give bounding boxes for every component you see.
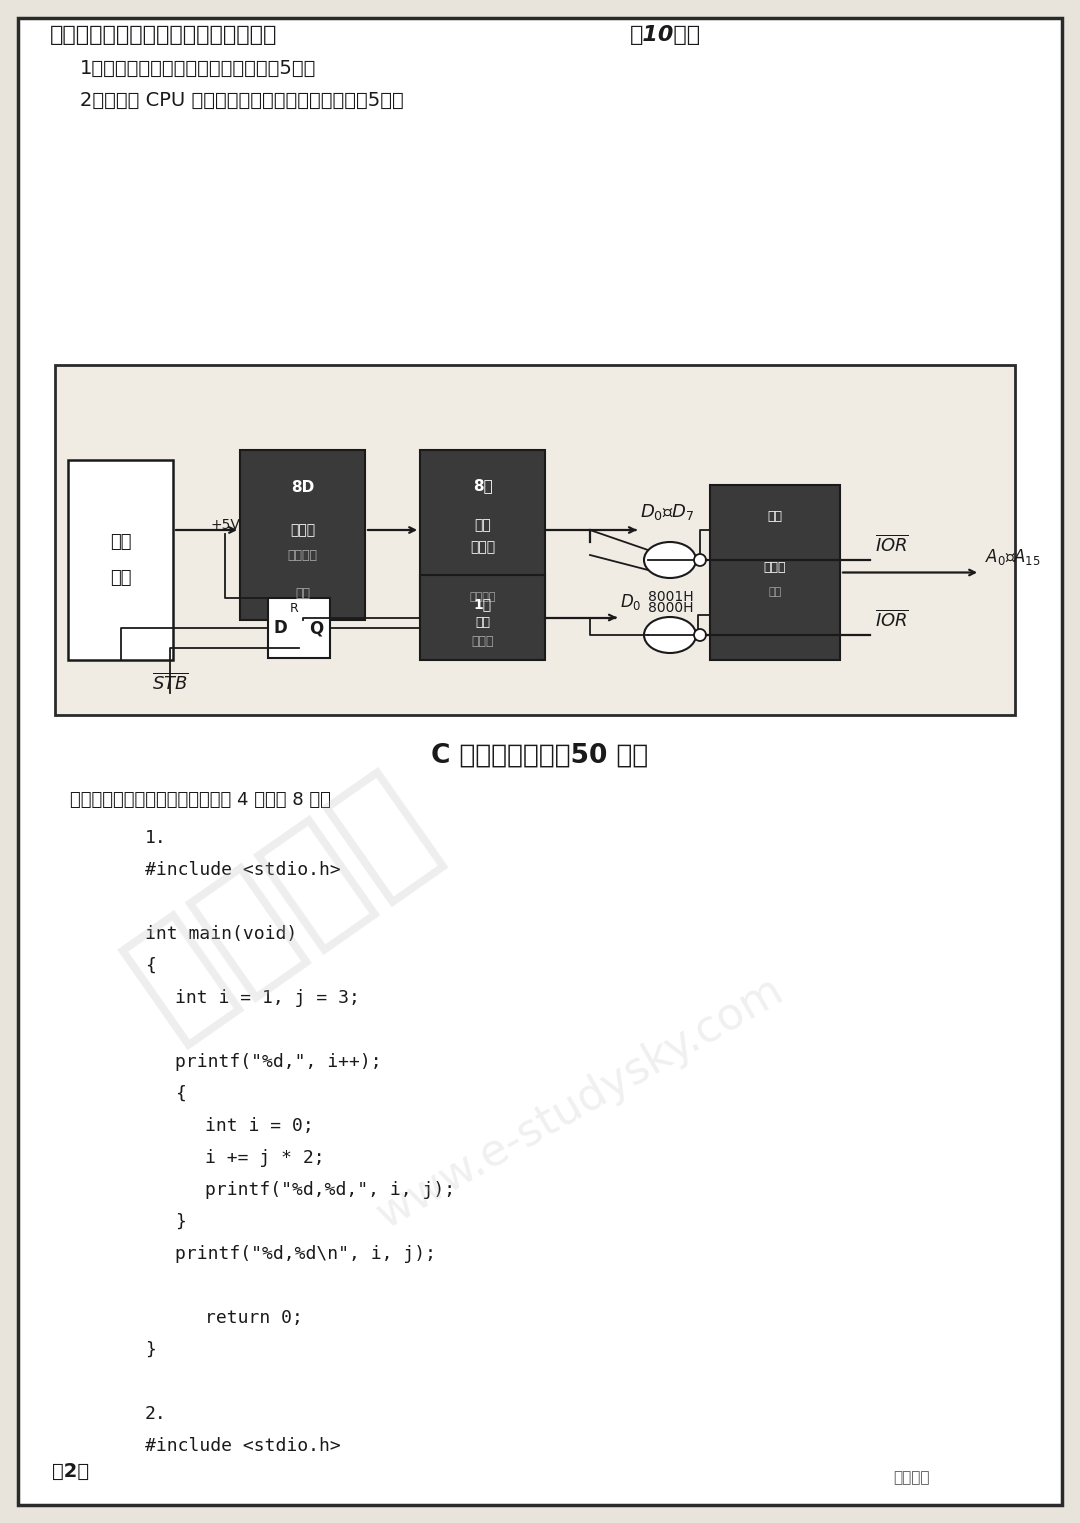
Text: 考研快讯: 考研快讯 [893, 1471, 930, 1485]
Text: 数据锁存: 数据锁存 [469, 592, 496, 602]
Text: 片选: 片选 [768, 588, 782, 597]
Text: 8D: 8D [291, 480, 314, 495]
Text: 1.: 1. [145, 829, 166, 847]
Text: $D_0$: $D_0$ [620, 591, 642, 612]
Text: int main(void): int main(void) [145, 924, 297, 943]
Circle shape [694, 554, 706, 567]
Bar [68, 460, 173, 659]
Text: （10分）: （10分） [630, 24, 701, 46]
Text: int i = 1, j = 3;: int i = 1, j = 3; [175, 988, 360, 1007]
Circle shape [694, 629, 706, 641]
Text: printf("%d,%d,", i, j);: printf("%d,%d,", i, j); [205, 1180, 455, 1199]
Ellipse shape [644, 617, 696, 653]
Bar [55, 366, 1015, 714]
Text: 8001H: 8001H [648, 589, 693, 605]
Text: $\overline{IOR}$: $\overline{IOR}$ [875, 609, 909, 631]
Text: 缓冲器: 缓冲器 [471, 635, 494, 647]
Text: 译码器: 译码器 [764, 560, 786, 574]
Text: 1）试描述图中触发器的工作原理。（5分）: 1）试描述图中触发器的工作原理。（5分） [80, 59, 316, 78]
Text: 缓冲器: 缓冲器 [470, 541, 495, 554]
Bar [268, 599, 330, 658]
Text: $D_0$～$D_7$: $D_0$～$D_7$ [640, 503, 694, 522]
Text: 数据锁存: 数据锁存 [287, 548, 318, 562]
Text: $A_0$～$A_{15}$: $A_0$～$A_{15}$ [985, 547, 1041, 567]
Bar [420, 449, 545, 620]
Text: 8位: 8位 [473, 478, 492, 493]
Text: 一、读程序，写执行结果（每小题 4 分，共 8 分）: 一、读程序，写执行结果（每小题 4 分，共 8 分） [70, 790, 330, 809]
Text: 8000H: 8000H [648, 602, 693, 615]
Text: }: } [175, 1212, 186, 1231]
Ellipse shape [644, 542, 696, 579]
Text: $\overline{IOR}$: $\overline{IOR}$ [875, 535, 909, 554]
Bar [240, 449, 365, 620]
Text: int i = 0;: int i = 0; [205, 1116, 314, 1135]
Text: 2）试描述 CPU 查询输入设备工作状态的过程。（5分）: 2）试描述 CPU 查询输入设备工作状态的过程。（5分） [80, 91, 404, 110]
Bar [710, 484, 840, 659]
Text: i += j * 2;: i += j * 2; [205, 1148, 325, 1167]
Text: 锁存器: 锁存器 [289, 522, 315, 538]
Text: Q: Q [309, 618, 323, 637]
Text: 三态: 三态 [475, 615, 490, 629]
Text: 五、下图是查询方式输入接口原理图。: 五、下图是查询方式输入接口原理图。 [50, 24, 278, 46]
Text: {: { [175, 1084, 186, 1103]
Text: 1位: 1位 [473, 597, 491, 611]
Text: }: } [145, 1340, 156, 1359]
Text: www.e-studysky.com: www.e-studysky.com [369, 969, 791, 1237]
Text: 数据: 数据 [295, 586, 310, 600]
Text: D: D [273, 618, 287, 637]
Text: $\overline{STB}$: $\overline{STB}$ [151, 672, 188, 693]
Text: {: { [145, 956, 156, 975]
Text: 地址: 地址 [768, 510, 783, 522]
Text: return 0;: return 0; [205, 1308, 302, 1327]
Text: 第2页: 第2页 [52, 1462, 90, 1480]
Bar [420, 576, 545, 659]
Text: #include <stdio.h>: #include <stdio.h> [145, 1438, 341, 1454]
Text: printf("%d,%d\n", i, j);: printf("%d,%d\n", i, j); [175, 1244, 436, 1263]
Text: 三态: 三态 [474, 518, 491, 532]
Text: 2.: 2. [145, 1406, 166, 1422]
Text: 设备: 设备 [110, 570, 132, 586]
Text: #include <stdio.h>: #include <stdio.h> [145, 860, 341, 879]
Text: C 语言程序设计（50 分）: C 语言程序设计（50 分） [431, 743, 649, 769]
Text: +5V: +5V [211, 518, 240, 532]
Text: 输入: 输入 [110, 533, 132, 551]
Text: R: R [289, 602, 298, 614]
Text: printf("%d,", i++);: printf("%d,", i++); [175, 1052, 381, 1071]
Text: 网络天地: 网络天地 [105, 752, 456, 1054]
